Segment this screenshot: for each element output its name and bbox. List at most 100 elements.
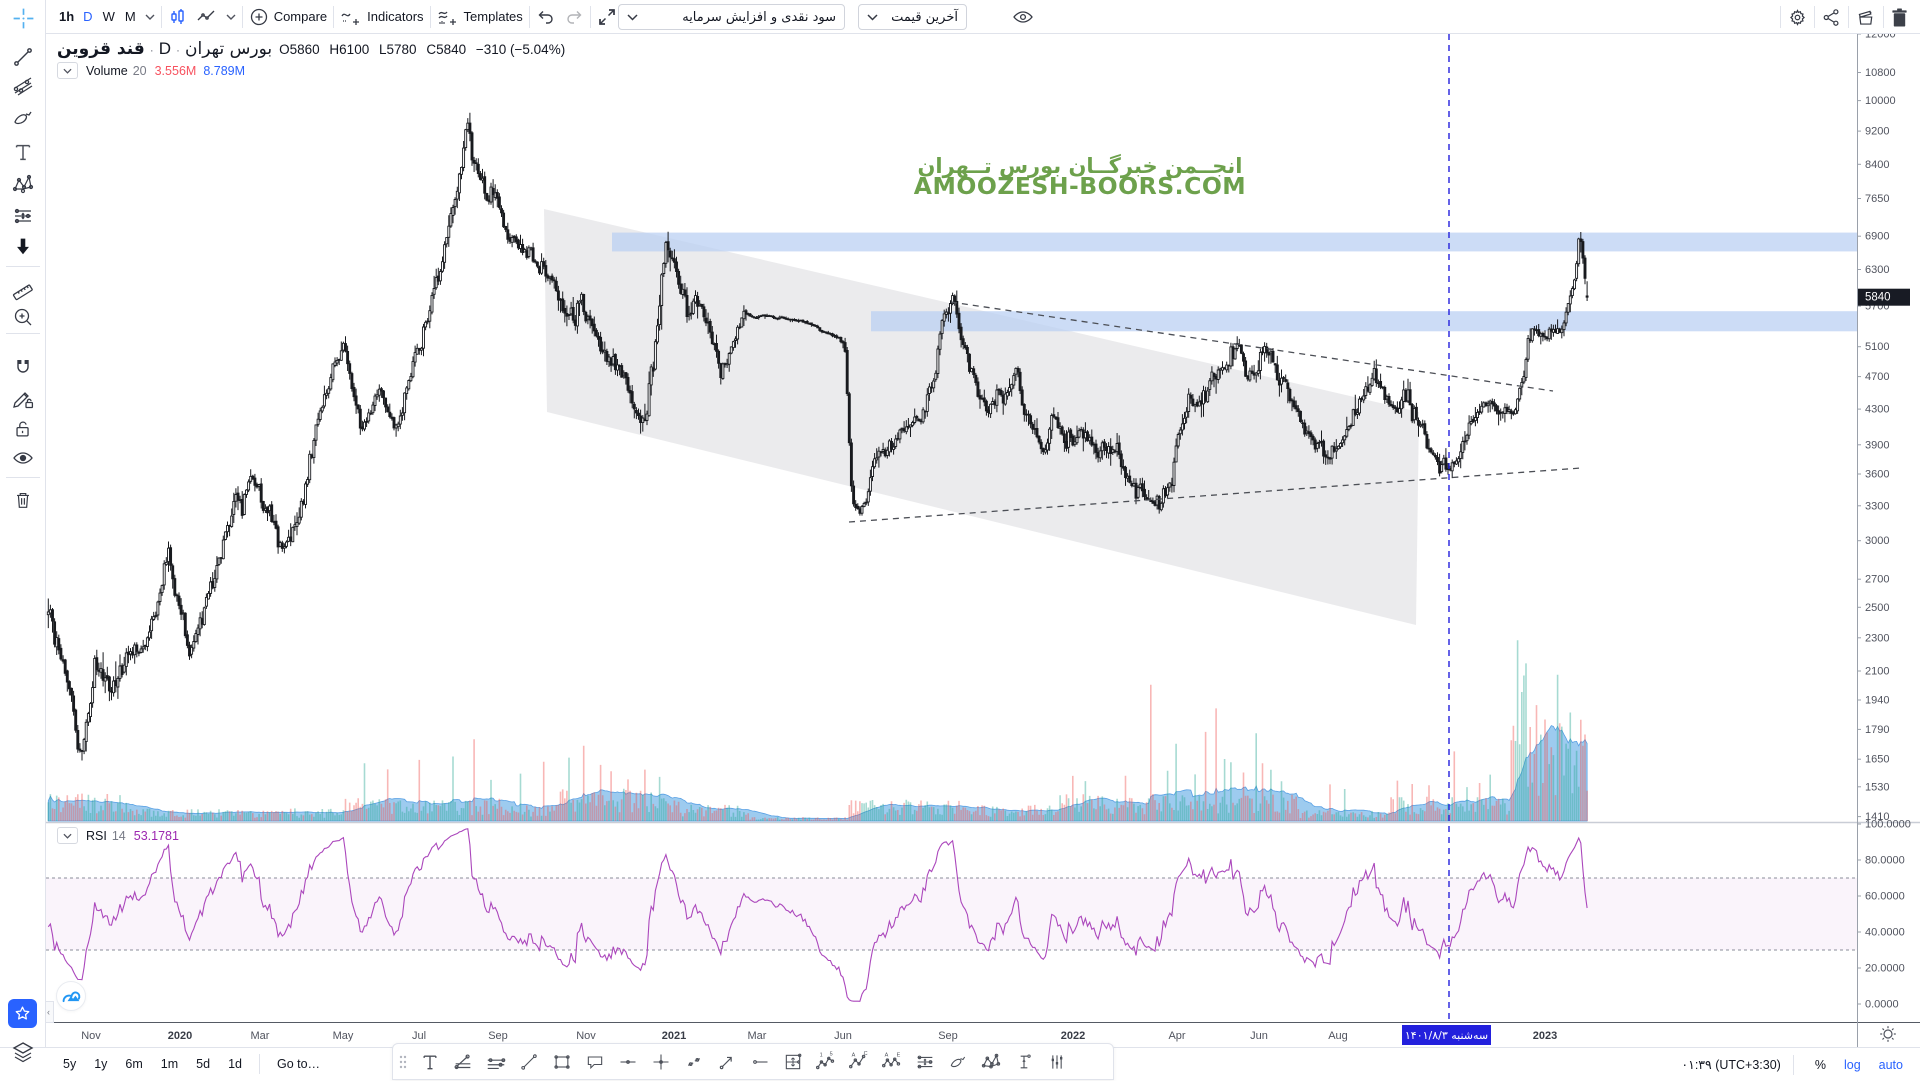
palette-drag-handle[interactable] — [393, 1045, 413, 1078]
indicators-button[interactable]: Indicators — [336, 3, 427, 31]
range-1m-button[interactable]: 1m — [160, 1057, 179, 1071]
trend-line-tool-button[interactable] — [9, 43, 37, 71]
trend-line-icon — [14, 48, 32, 66]
range-6m-button[interactable]: 6m — [125, 1057, 143, 1071]
star-icon — [15, 1006, 30, 1020]
timeframe-daily-button[interactable]: D — [83, 9, 93, 24]
interval-button[interactable]: 1h — [59, 9, 75, 24]
xabcd-pattern-tool-button[interactable] — [9, 170, 37, 198]
compare-button[interactable]: Compare — [245, 3, 331, 31]
parallel-channel-drawing[interactable] — [544, 209, 1419, 625]
magnet-mode-button[interactable] — [9, 354, 37, 382]
timeframe-monthly-button[interactable]: M — [124, 9, 136, 24]
favorites-star-button[interactable] — [8, 999, 37, 1028]
palette-horizontal-ray-tool[interactable] — [743, 1045, 776, 1078]
hide-all-drawings-button[interactable] — [9, 444, 37, 472]
auto-scale-button[interactable]: auto — [1878, 1057, 1903, 1072]
volume-indicator-name[interactable]: Volume — [86, 63, 128, 78]
palette-callout-tool[interactable] — [578, 1045, 611, 1078]
undo-button[interactable] — [532, 3, 560, 31]
volume-legend-chevron[interactable] — [57, 62, 78, 79]
callout-icon — [587, 1055, 602, 1069]
rsi-indicator-name[interactable]: RSI — [86, 828, 107, 843]
range-5y-button[interactable]: 5y — [63, 1057, 77, 1071]
symbol-title[interactable]: قند قزوین — [57, 39, 145, 59]
time-axis[interactable]: Nov 2020 Mar May Jul Sep Nov 2021 Mar Jun Sep 2022 A… — [81, 1025, 1896, 1045]
palette-disjoint-line-tool[interactable] — [677, 1045, 710, 1078]
price-tick-label: 6900 — [1865, 231, 1889, 243]
rsi-tick-label: 60.0000 — [1865, 891, 1905, 903]
palette-xabcd-tool[interactable] — [974, 1045, 1007, 1078]
price-tick-label: 1940 — [1865, 695, 1889, 707]
volume-histogram — [47, 640, 1588, 822]
palette-elliott-abc-tool[interactable]: A C — [842, 1045, 875, 1078]
timeframe-weekly-button[interactable]: W — [102, 9, 115, 24]
remove-drawings-button[interactable] — [9, 486, 37, 514]
zoom-in-tool-button[interactable] — [9, 303, 37, 331]
palette-elliott-impulse-tool[interactable]: 1 5 — [809, 1045, 842, 1078]
drag-handle-icon — [399, 1055, 407, 1068]
rsi-legend-chevron[interactable] — [57, 827, 78, 844]
lock-all-drawings-button[interactable] — [9, 415, 37, 443]
volume-legend[interactable]: Volume 20 3.556M 8.789M — [57, 62, 245, 79]
hide-events-eye-button[interactable] — [1008, 3, 1038, 31]
palette-cross-line-tool[interactable] — [644, 1045, 677, 1078]
log-scale-button[interactable]: log — [1843, 1057, 1861, 1072]
goto-date-button[interactable]: Go to… — [276, 1057, 321, 1071]
legend-exchange[interactable]: بورس تهران — [185, 39, 273, 59]
snapshot-camera-button[interactable] — [1851, 3, 1881, 31]
symbol-legend[interactable]: قند قزوین · D · بورس تهران O5860 H6100 L… — [57, 39, 565, 59]
last-price-text: 5840 — [1865, 292, 1891, 304]
text-tool-button[interactable] — [9, 138, 37, 166]
prediction-tool-button[interactable] — [9, 202, 37, 230]
interval-menu-chevron[interactable] — [141, 3, 159, 31]
palette-arrow-tool[interactable] — [710, 1045, 743, 1078]
highlighted-date-text: سه‌شنبه ۱۴۰۱/۸/۳ — [1405, 1029, 1488, 1042]
candlestick-series[interactable] — [46, 112, 1589, 761]
palette-fib-box-tool[interactable] — [776, 1045, 809, 1078]
palette-trend-line-tool[interactable] — [512, 1045, 545, 1078]
measure-tool-button[interactable] — [9, 275, 37, 303]
price-axis[interactable]: 1200010800100009200840076506900630057005… — [1857, 29, 1910, 824]
drawing-mode-lock-button[interactable] — [9, 385, 37, 413]
gann-fib-tools-button[interactable] — [9, 72, 37, 100]
fullscreen-button[interactable] — [593, 3, 621, 31]
range-1y-button[interactable]: 1y — [94, 1057, 108, 1071]
palette-elliott-triangle-tool[interactable]: A E — [875, 1045, 908, 1078]
palette-horizontal-line-tool[interactable] — [611, 1045, 644, 1078]
rsi-legend[interactable]: RSI 14 53.1781 — [57, 827, 179, 844]
palette-rectangle-tool[interactable] — [545, 1045, 578, 1078]
crosshair-tool-button[interactable] — [9, 4, 37, 32]
range-5d-button[interactable]: 5d — [196, 1057, 211, 1071]
percent-scale-button[interactable]: % — [1814, 1057, 1826, 1072]
price-mode-dropdown[interactable]: آخرین قیمت — [858, 4, 967, 30]
chart-settings-button[interactable] — [1783, 3, 1812, 31]
palette-date-range-tool[interactable] — [1007, 1045, 1040, 1078]
rsi-axis[interactable]: 100.0000 80.0000 60.0000 40.0000 20.0000 0.00… — [1857, 819, 1911, 1011]
palette-text-tool[interactable] — [413, 1045, 446, 1078]
palette-fib-trend-tool[interactable] — [446, 1045, 479, 1078]
redo-button[interactable] — [560, 3, 588, 31]
templates-button[interactable]: Templates — [433, 3, 527, 31]
delete-drawings-button[interactable] — [1886, 3, 1913, 31]
share-button[interactable] — [1817, 3, 1846, 31]
palette-parallel-channel-tool[interactable] — [479, 1045, 512, 1078]
chart-style-candles-button[interactable] — [164, 3, 192, 31]
arrow-marker-tool-button[interactable] — [9, 232, 37, 260]
chart-style-line-button[interactable] — [192, 3, 222, 31]
parallel-channel-icon — [487, 1057, 505, 1069]
legend-timeframe[interactable]: D — [158, 39, 172, 58]
trendline-drawings[interactable] — [848, 301, 1582, 523]
palette-projection-tool[interactable] — [908, 1045, 941, 1078]
chart-style-chevron[interactable] — [222, 3, 240, 31]
palette-volume-profile-tool[interactable] — [1040, 1045, 1073, 1078]
palette-brush-tool[interactable] — [941, 1045, 974, 1078]
theme-sun-icon[interactable] — [1880, 1026, 1896, 1042]
platform-logo[interactable] — [56, 981, 86, 1011]
object-tree-button[interactable] — [11, 1040, 35, 1069]
corporate-actions-dropdown[interactable]: سود نقدی و افزایش سرمایه — [618, 4, 845, 30]
range-1d-button[interactable]: 1d — [228, 1057, 242, 1071]
clock-timezone[interactable]: ۰۱:۳۹ (UTC+3:30) — [1681, 1058, 1781, 1072]
brush-tool-button[interactable] — [9, 104, 37, 132]
